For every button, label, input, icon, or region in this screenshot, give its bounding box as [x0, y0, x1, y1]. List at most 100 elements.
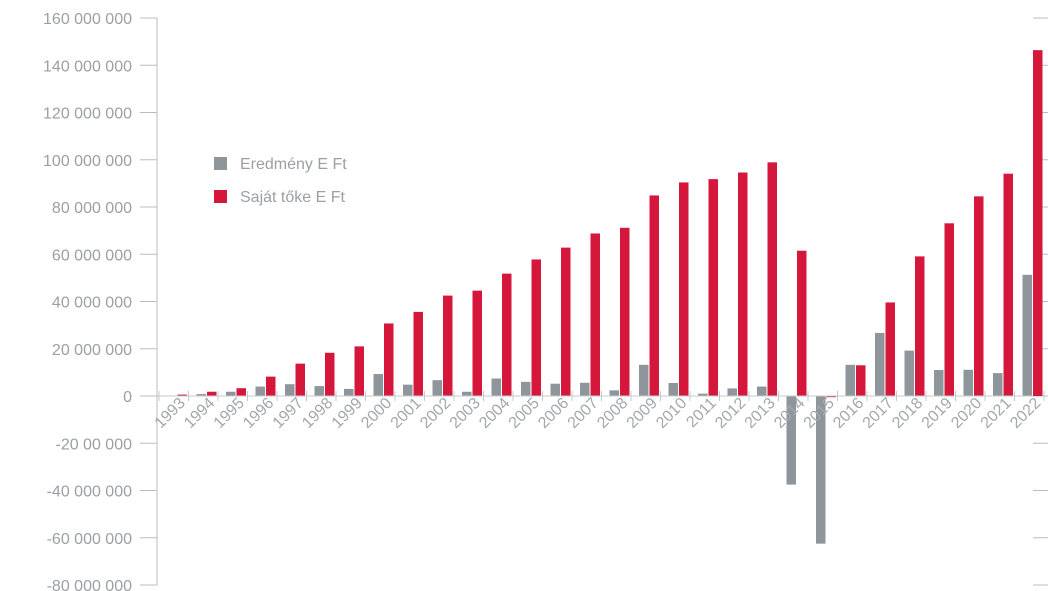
x-tick-label: 2005 — [506, 395, 543, 432]
bar-eredmeny-2004 — [491, 378, 501, 396]
bar-sajat-toke-2005 — [531, 259, 541, 396]
bar-sajat-toke-2001 — [413, 311, 423, 396]
bar-sajat-toke-2019 — [944, 223, 954, 396]
x-tick-label: 1998 — [299, 395, 336, 432]
bar-eredmeny-1994 — [196, 394, 206, 396]
bar-eredmeny-2020 — [963, 369, 973, 396]
bar-eredmeny-1996 — [255, 386, 265, 396]
x-tick-label: 2020 — [948, 395, 985, 432]
x-tick-label: 2012 — [712, 395, 749, 432]
bar-eredmeny-2009 — [639, 364, 649, 396]
y-tick-label: 40 000 000 — [52, 295, 132, 312]
y-axis: 160 000 000 140 000 000 120 000 000 100 000… — [43, 11, 1048, 591]
bar-eredmeny-2001 — [403, 384, 413, 396]
y-tick-label: 140 000 000 — [43, 58, 132, 75]
bar-sajat-toke-1996 — [266, 376, 276, 396]
bar-eredmeny-2013 — [757, 386, 767, 396]
x-tick-label: 2001 — [388, 395, 425, 432]
bar-eredmeny-2018 — [904, 350, 914, 396]
x-tick-label: 2013 — [742, 395, 779, 432]
legend-swatch-sajat-toke — [214, 190, 227, 203]
y-tick-label: 100 000 000 — [43, 153, 132, 170]
bar-sajat-toke-2014 — [797, 250, 807, 396]
bars — [167, 50, 1043, 544]
bar-sajat-toke-1998 — [325, 352, 335, 396]
x-tick-label: 2008 — [594, 395, 631, 432]
legend-label-sajat-toke: Saját tőke E Ft — [240, 189, 345, 206]
bar-sajat-toke-2004 — [502, 273, 512, 396]
y-tick-label: 0 — [123, 389, 132, 406]
bar-sajat-toke-2000 — [384, 323, 394, 396]
x-axis: 1993199419951996199719981999200020012002… — [152, 391, 1045, 432]
x-tick-label: 1994 — [181, 395, 218, 432]
bar-sajat-toke-2012 — [738, 172, 748, 396]
x-tick-label: 2022 — [1007, 395, 1044, 432]
bar-eredmeny-2015 — [816, 396, 826, 544]
x-tick-label: 2002 — [417, 395, 454, 432]
bar-eredmeny-2006 — [550, 383, 560, 396]
x-tick-label: 2007 — [565, 395, 602, 432]
bar-sajat-toke-2017 — [885, 302, 895, 396]
bar-eredmeny-2014 — [786, 396, 796, 485]
bar-eredmeny-2019 — [934, 370, 944, 396]
x-tick-label: 2017 — [860, 395, 897, 432]
bar-eredmeny-2010 — [668, 383, 678, 396]
x-tick-label: 2006 — [535, 395, 572, 432]
y-tick-label: -60 000 000 — [47, 531, 133, 548]
bar-eredmeny-2003 — [462, 391, 472, 396]
bar-eredmeny-2005 — [521, 381, 531, 396]
bar-eredmeny-2011 — [698, 393, 708, 396]
bar-eredmeny-1999 — [344, 388, 354, 396]
x-tick-label: 2000 — [358, 395, 395, 432]
y-tick-label: -80 000 000 — [47, 578, 133, 591]
bar-sajat-toke-1994 — [207, 391, 217, 396]
x-tick-label: 1997 — [270, 395, 307, 432]
y-tick-label: 120 000 000 — [43, 106, 132, 123]
bar-eredmeny-2012 — [727, 388, 737, 396]
legend-label-eredmeny: Eredmény E Ft — [240, 156, 347, 173]
y-tick-label: -40 000 000 — [47, 484, 133, 501]
bar-sajat-toke-2002 — [443, 295, 453, 396]
bar-eredmeny-2016 — [845, 364, 855, 396]
bar-eredmeny-2000 — [373, 374, 383, 396]
bar-sajat-toke-2018 — [915, 256, 925, 396]
bar-sajat-toke-2008 — [620, 227, 630, 396]
x-tick-label: 2004 — [476, 395, 513, 432]
bar-eredmeny-2021 — [993, 373, 1003, 396]
bar-eredmeny-1997 — [285, 384, 295, 396]
bar-eredmeny-2007 — [580, 382, 590, 396]
bar-sajat-toke-2007 — [590, 233, 600, 396]
bar-eredmeny-2022 — [1022, 274, 1032, 396]
bar-sajat-toke-1995 — [236, 388, 246, 396]
x-tick-label: 2011 — [683, 395, 719, 431]
bar-sajat-toke-2021 — [1003, 173, 1013, 396]
bar-eredmeny-2017 — [875, 332, 885, 396]
x-tick-label: 2019 — [919, 395, 956, 432]
y-tick-label: 60 000 000 — [52, 247, 132, 264]
legend: Eredmény E Ft Saját tőke E Ft — [214, 156, 347, 206]
bar-sajat-toke-2003 — [472, 290, 482, 396]
bar-sajat-toke-2006 — [561, 247, 571, 396]
bar-sajat-toke-2020 — [974, 196, 984, 396]
x-tick-label: 2009 — [624, 395, 661, 432]
bar-sajat-toke-1993 — [177, 394, 187, 396]
x-tick-label: 2018 — [889, 395, 926, 432]
bar-sajat-toke-2009 — [649, 195, 659, 396]
bar-sajat-toke-2015 — [826, 396, 836, 398]
x-tick-label: 2003 — [447, 395, 484, 432]
y-tick-label: 160 000 000 — [43, 11, 132, 28]
x-tick-label: 1995 — [211, 395, 248, 432]
x-tick-label: 1999 — [329, 395, 366, 432]
y-tick-label: -20 00 000 — [55, 436, 132, 453]
bar-eredmeny-2008 — [609, 390, 619, 396]
y-tick-label: 20 000 000 — [52, 342, 132, 359]
x-tick-label: 2010 — [653, 395, 690, 432]
bar-sajat-toke-2016 — [856, 365, 866, 396]
x-tick-label: 2021 — [978, 395, 1015, 432]
y-tick-label: 80 000 000 — [52, 200, 132, 217]
x-tick-label: 2016 — [830, 395, 867, 432]
bar-sajat-toke-2010 — [679, 182, 689, 396]
bar-sajat-toke-2013 — [767, 162, 777, 396]
bar-eredmeny-1998 — [314, 386, 324, 396]
